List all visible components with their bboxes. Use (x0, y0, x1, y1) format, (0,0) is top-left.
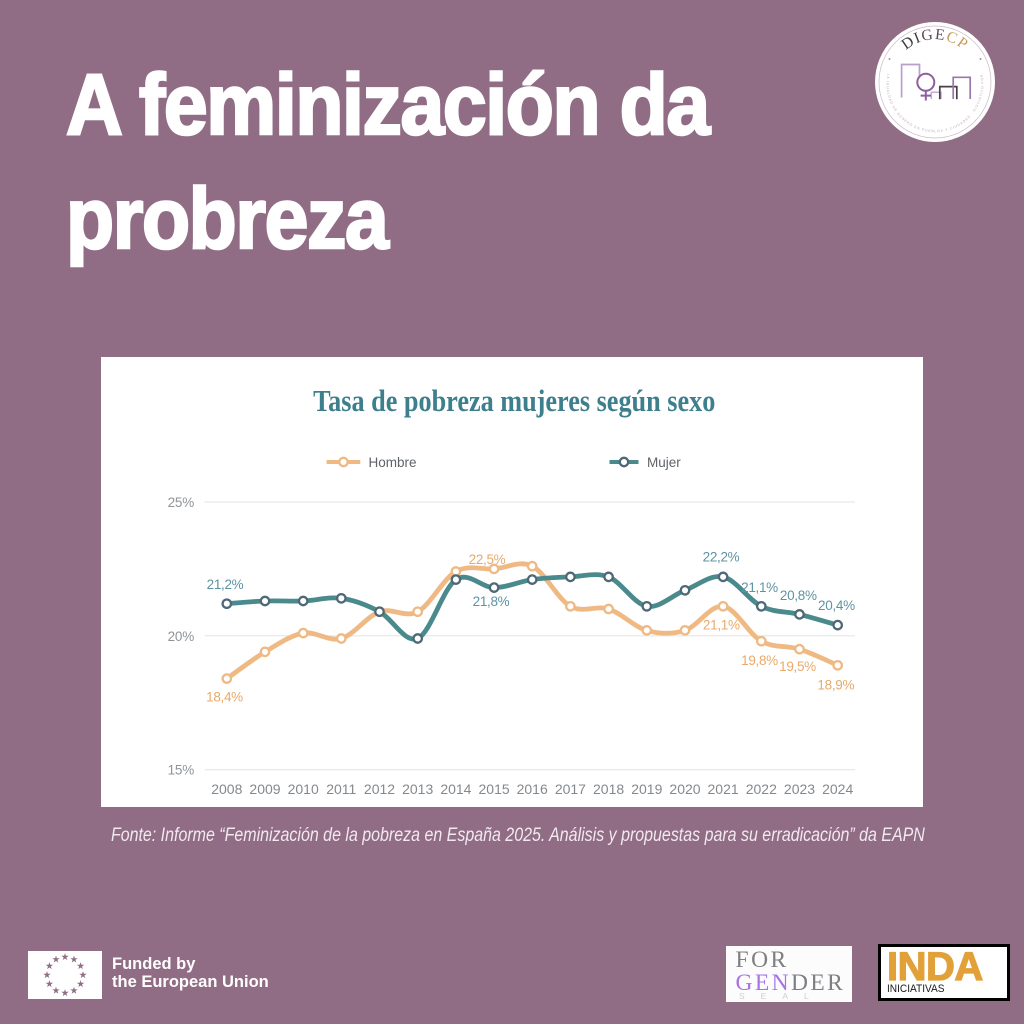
svg-text:21,1%: 21,1% (703, 618, 740, 633)
svg-text:2019: 2019 (631, 781, 662, 797)
svg-text:2013: 2013 (402, 781, 433, 797)
svg-text:2022: 2022 (746, 781, 777, 797)
svg-text:2016: 2016 (517, 781, 548, 797)
svg-text:2011: 2011 (326, 781, 356, 797)
svg-text:2017: 2017 (555, 781, 586, 797)
svg-text:2014: 2014 (440, 781, 471, 797)
svg-text:2015: 2015 (479, 781, 510, 797)
svg-text:22,2%: 22,2% (703, 550, 740, 565)
svg-text:Hombre: Hombre (369, 455, 417, 470)
svg-text:Mujer: Mujer (647, 455, 681, 470)
svg-text:2020: 2020 (669, 781, 700, 797)
svg-text:2009: 2009 (249, 781, 280, 797)
svg-text:2010: 2010 (288, 781, 319, 797)
svg-text:21,8%: 21,8% (473, 594, 510, 609)
svg-text:2012: 2012 (364, 781, 395, 797)
svg-text:15%: 15% (168, 763, 195, 778)
svg-text:19,8%: 19,8% (741, 653, 778, 668)
svg-text:20,8%: 20,8% (780, 588, 817, 603)
svg-text:21,2%: 21,2% (207, 577, 244, 592)
svg-text:2021: 2021 (708, 781, 739, 797)
svg-text:18,9%: 18,9% (817, 678, 854, 693)
svg-text:25%: 25% (168, 495, 195, 510)
svg-text:19,5%: 19,5% (779, 659, 816, 674)
svg-text:18,4%: 18,4% (206, 690, 243, 705)
svg-text:20%: 20% (168, 629, 195, 644)
svg-text:2018: 2018 (593, 781, 624, 797)
svg-text:2024: 2024 (822, 781, 853, 797)
svg-text:Tasa de pobreza mujeres según: Tasa de pobreza mujeres según sexo (313, 384, 715, 419)
svg-text:20,4%: 20,4% (818, 598, 855, 613)
svg-text:21,1%: 21,1% (741, 580, 778, 595)
svg-text:22,5%: 22,5% (469, 552, 506, 567)
svg-text:2023: 2023 (784, 781, 815, 797)
svg-text:2008: 2008 (211, 781, 242, 797)
